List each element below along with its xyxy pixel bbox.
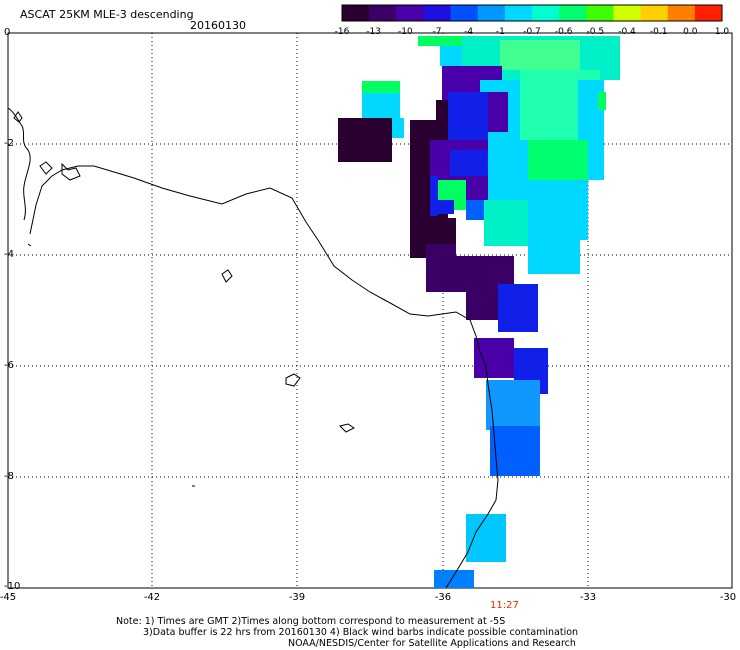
colorbar-swatch [369,5,397,21]
y-tick-label: 0 [4,27,11,38]
x-tick-label: -30 [719,592,737,603]
colorbar-swatch [586,5,614,21]
colorbar-swatch [450,5,479,21]
colorbar-label: -0.1 [649,27,668,37]
colorbar-swatch [504,5,533,21]
colorbar-swatch [532,5,560,21]
colorbar-swatch [477,5,506,21]
colorbar-swatch [640,5,669,21]
colorbar-swatch [559,5,587,21]
note-line-3: NOAA/NESDIS/Center for Satellite Applica… [288,638,576,649]
y-tick-label: -4 [4,249,14,260]
colorbar-swatch [667,5,696,21]
colorbar-swatch [694,5,723,21]
colorbar [341,4,723,22]
colorbar-label: -0.7 [523,27,541,37]
x-tick-label: -36 [434,592,452,603]
coastline [7,107,499,589]
colorbar-label: 0.0 [683,27,698,37]
colorbar-label: -0.5 [586,27,605,37]
pass-time-label: 11:27 [490,600,519,611]
map-date: 20160130 [190,19,246,32]
colorbar-label: -7 [432,27,442,37]
y-tick-label: -2 [4,138,14,149]
y-tick-label: -10 [4,581,21,592]
colorbar-swatch [613,5,642,21]
x-tick-label: -42 [143,592,161,603]
colorbar-border [341,4,723,22]
colorbar-label: -1 [495,27,505,37]
x-tick-label: -39 [288,592,306,603]
colorbar-label: -10 [397,27,413,37]
map-title: ASCAT 25KM MLE-3 descending [20,8,194,21]
note-line-1: Note: 1) Times are GMT 2)Times along bot… [116,616,506,627]
x-tick-label: -45 [0,592,17,603]
colorbar-swatch [423,5,452,21]
note-line-2: 3)Data buffer is 22 hrs from 20160130 4)… [143,627,579,638]
colorbar-label: -16 [334,27,350,37]
x-tick-label: -33 [579,592,597,603]
colorbar-label: -4 [464,27,474,37]
colorbar-label: -0.4 [618,27,636,37]
map-frame [7,32,733,589]
colorbar-swatch [342,5,370,21]
colorbar-label: -0.6 [554,27,573,37]
colorbar-label: 1.0 [714,27,730,37]
y-tick-label: -6 [4,360,14,371]
y-tick-label: -8 [4,471,14,482]
colorbar-label: -13 [366,27,382,37]
colorbar-swatch [396,5,424,21]
wind-swath [338,36,620,588]
